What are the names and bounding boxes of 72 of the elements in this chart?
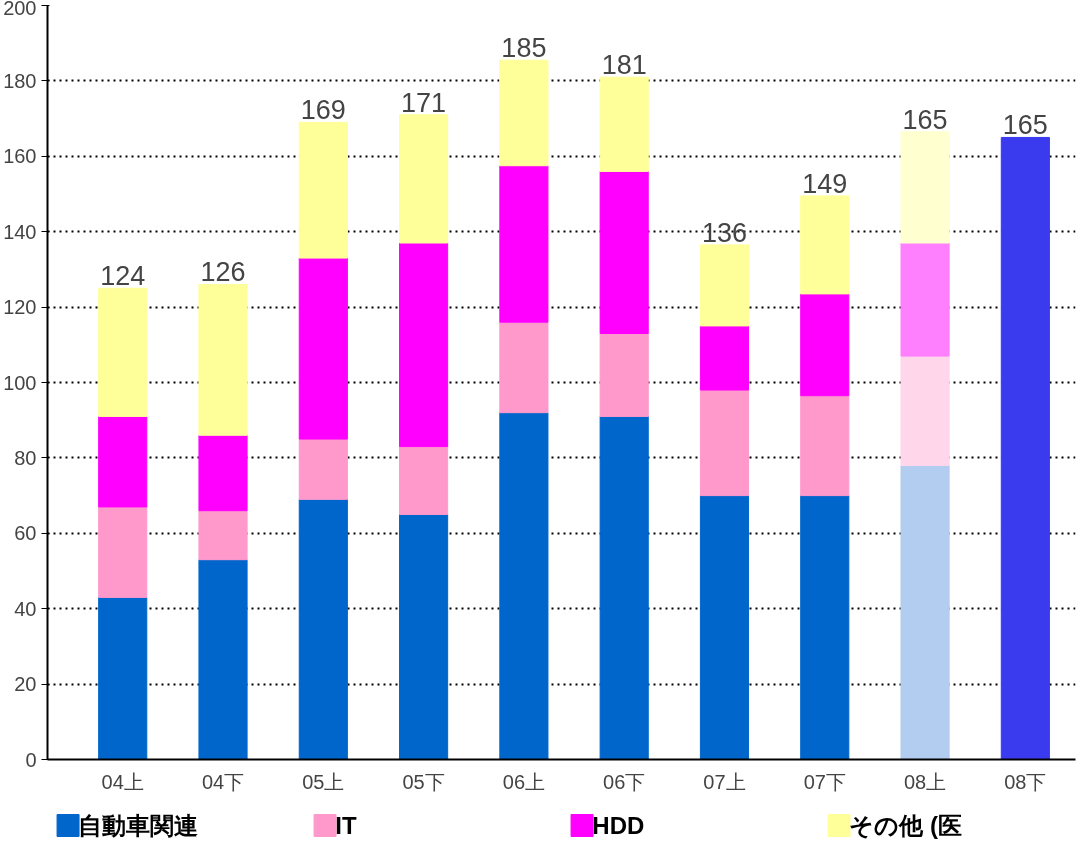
bar <box>198 510 248 561</box>
y-tick-label: 60 <box>14 522 37 545</box>
bar <box>198 283 248 436</box>
bar <box>599 170 649 334</box>
bar <box>399 513 449 760</box>
bar <box>98 596 148 760</box>
bar <box>399 114 449 244</box>
bar <box>599 332 649 417</box>
bar <box>198 559 248 760</box>
bar <box>699 495 750 760</box>
bar <box>699 389 750 497</box>
y-tick-label: 40 <box>14 597 37 620</box>
bar <box>900 464 950 760</box>
total-label: 181 <box>601 50 647 81</box>
total-label: 136 <box>701 217 748 248</box>
legend-label: 自動車関連 <box>78 812 199 839</box>
y-tick-label: 100 <box>3 371 37 394</box>
y-tick-label: 0 <box>25 748 37 771</box>
x-tick-label: 07上 <box>703 770 746 793</box>
bar <box>800 495 850 760</box>
bar <box>699 325 750 391</box>
bar <box>599 76 649 172</box>
x-tick-label: 05上 <box>302 770 345 793</box>
y-tick-label: 140 <box>3 220 37 243</box>
total-label: 165 <box>902 104 948 135</box>
bar <box>800 395 850 497</box>
bar <box>800 293 850 397</box>
y-tick-label: 120 <box>3 296 37 319</box>
bar <box>399 242 449 448</box>
bar <box>98 415 148 508</box>
bar <box>98 506 148 598</box>
total-label: 169 <box>300 95 346 126</box>
x-tick-label: 05下 <box>402 770 445 793</box>
x-tick-label: 08上 <box>903 770 947 793</box>
x-tick-label: 04上 <box>101 770 144 793</box>
bar <box>499 321 549 414</box>
bar <box>800 195 850 295</box>
total-label: 124 <box>100 261 146 292</box>
legend-label: その他 (医 <box>849 812 963 839</box>
y-tick-label: 160 <box>3 145 37 168</box>
total-label: 185 <box>501 33 547 64</box>
total-label: 171 <box>401 87 447 118</box>
bar <box>298 257 348 440</box>
x-tick-label: 06下 <box>603 770 646 793</box>
x-tick-label: 04下 <box>201 770 245 793</box>
bar <box>298 438 348 500</box>
bar <box>499 412 549 760</box>
bar <box>1000 136 1050 760</box>
bar <box>699 244 750 327</box>
legend-label: HDD <box>592 812 645 839</box>
bar <box>900 355 950 466</box>
total-label: 165 <box>1002 110 1048 141</box>
x-tick-label: 08下 <box>1004 770 1047 793</box>
total-label: 126 <box>200 257 246 288</box>
total-label: 149 <box>802 168 848 199</box>
y-tick-label: 180 <box>3 69 37 92</box>
bar <box>900 242 950 357</box>
x-tick-label: 07下 <box>803 770 846 793</box>
bar <box>499 165 549 323</box>
y-tick-label: 200 <box>3 0 37 19</box>
bar <box>599 415 649 760</box>
bar <box>298 121 348 259</box>
y-tick-label: 20 <box>14 673 37 696</box>
x-tick-label: 06上 <box>502 770 546 793</box>
bar <box>298 498 348 760</box>
bar <box>198 434 248 512</box>
bar <box>900 131 950 244</box>
bar <box>499 59 549 167</box>
bar <box>399 446 449 515</box>
y-tick-label: 80 <box>14 446 37 469</box>
legend-label: IT <box>335 812 358 839</box>
bar <box>98 287 148 417</box>
